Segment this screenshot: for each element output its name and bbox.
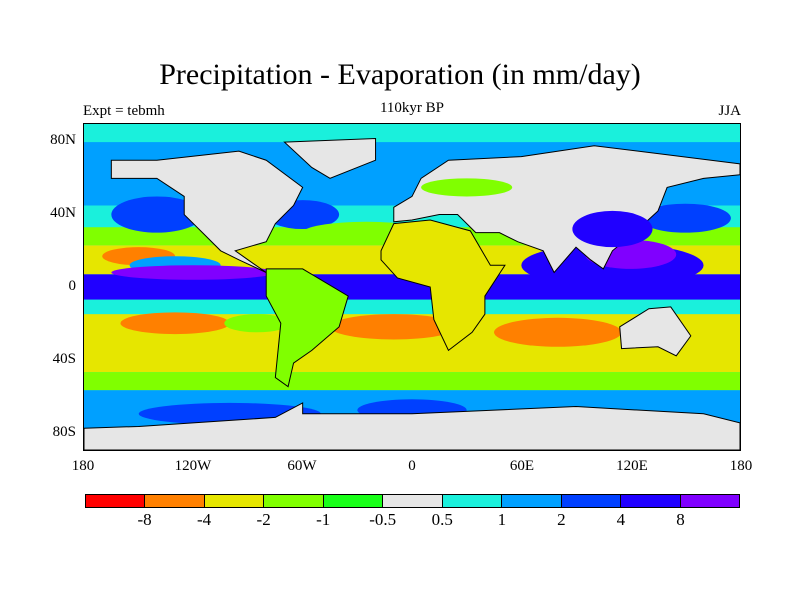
x-tick-label: 120W [174, 458, 212, 474]
y-tick-label: 40N [50, 205, 76, 221]
colorbar-swatch [145, 495, 205, 507]
x-tick-label: 120E [616, 458, 648, 474]
colorbar-label: 1 [497, 510, 507, 529]
plot-subtitle: 110kyr BP [379, 100, 445, 116]
colorbar-swatch [561, 495, 622, 507]
x-tick-label: 60W [287, 458, 317, 474]
plot-title: Precipitation - Evaporation (in mm/day) [159, 58, 641, 91]
y-tick-label: 80N [50, 132, 76, 148]
land-masses [84, 138, 740, 450]
colorbar-swatch [264, 495, 324, 507]
experiment-label: Expt = tebmh [83, 103, 165, 119]
colorbar-label: -2 [256, 510, 271, 529]
africa [381, 220, 505, 350]
colorbar-label: 8 [676, 510, 685, 529]
colorbar-label: -8 [137, 510, 152, 529]
greenland [284, 138, 375, 178]
south-america [266, 269, 348, 387]
north-america [111, 151, 302, 272]
season-label: JJA [718, 103, 741, 119]
colorbar-swatch [383, 495, 443, 507]
colorbar-label: -0.5 [369, 510, 397, 529]
x-tick-label: 0 [408, 458, 416, 474]
colorbar-swatch [86, 495, 146, 507]
colorbar-swatch [204, 495, 265, 507]
map-plot [83, 123, 741, 451]
colorbar-swatch [442, 495, 503, 507]
colorbar-swatch [502, 495, 562, 507]
australia [620, 307, 691, 356]
colorbar-swatch [621, 495, 681, 507]
y-tick-label: 80S [52, 424, 76, 440]
y-tick-label: 40S [52, 351, 76, 367]
antarctica [84, 403, 740, 450]
y-tick-label: 0 [68, 278, 77, 294]
colorbar-swatch [323, 495, 384, 507]
colorbar-label: -1 [316, 510, 331, 529]
colorbar-swatch [680, 495, 739, 507]
x-tick-label: 60E [509, 458, 535, 474]
colorbar-label: -4 [196, 510, 212, 529]
colorbar-label: 0.5 [431, 510, 453, 529]
x-tick-label: 180 [71, 458, 95, 474]
colorbar-label: 4 [616, 510, 626, 529]
x-tick-label: 180 [729, 458, 753, 474]
colorbar [85, 494, 740, 508]
colorbar-label: 2 [557, 510, 566, 529]
